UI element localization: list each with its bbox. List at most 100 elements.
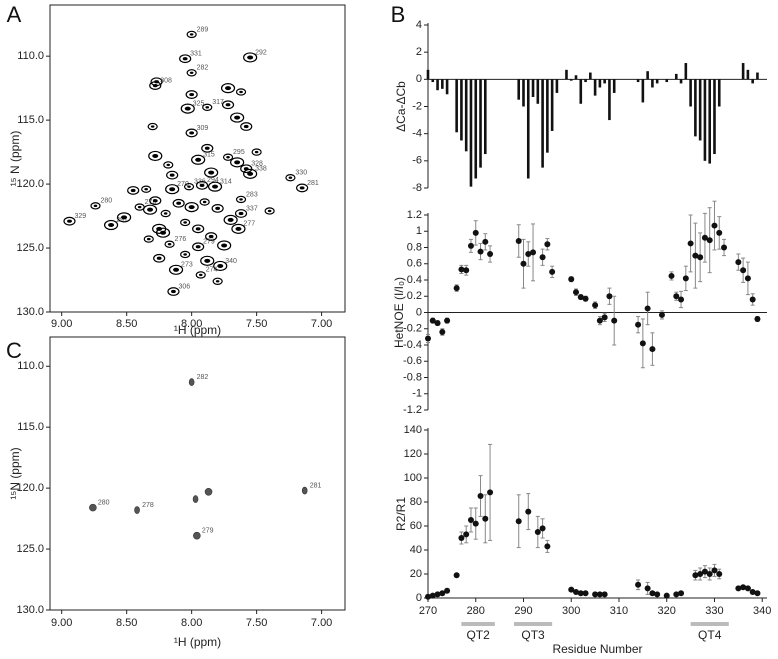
contour xyxy=(231,223,246,234)
point xyxy=(482,515,489,522)
point xyxy=(577,294,584,301)
x-tick-label: 8.00 xyxy=(181,318,202,330)
bar xyxy=(574,75,578,80)
y-tick-label: 125.0 xyxy=(16,242,44,254)
peak xyxy=(296,183,309,193)
contour xyxy=(183,221,187,224)
contour xyxy=(141,185,152,193)
contour xyxy=(189,71,194,74)
peak-label: 325 xyxy=(193,100,205,107)
peak xyxy=(240,122,253,131)
plot-frame xyxy=(49,336,346,611)
point xyxy=(606,293,613,300)
point xyxy=(735,585,742,592)
point xyxy=(573,289,580,296)
contour xyxy=(137,205,142,209)
contour xyxy=(217,240,232,251)
point xyxy=(467,242,474,249)
y-tick-label: 1 xyxy=(416,225,422,237)
peak xyxy=(186,69,197,77)
contour xyxy=(195,245,201,249)
bar xyxy=(703,79,707,161)
bar xyxy=(479,79,482,168)
point xyxy=(439,590,446,597)
bar xyxy=(746,69,750,80)
bar xyxy=(541,79,544,168)
peak-label: 329 xyxy=(74,213,86,220)
bar xyxy=(589,72,592,80)
point xyxy=(582,295,589,302)
point xyxy=(568,276,575,283)
contour xyxy=(149,196,162,206)
bar xyxy=(526,79,530,179)
y-tick-label: -6 xyxy=(412,155,422,167)
peak-label: 280 xyxy=(100,198,112,205)
contour xyxy=(193,531,201,540)
x-tick-label: 300 xyxy=(562,605,580,617)
peak-label: 328 xyxy=(251,161,263,168)
peak xyxy=(148,150,163,162)
point xyxy=(596,591,603,598)
y-tick-label: 4 xyxy=(416,19,422,31)
contour xyxy=(230,112,245,123)
point xyxy=(678,590,685,597)
bar xyxy=(531,79,535,97)
y-tick-label: 115.0 xyxy=(17,421,44,433)
point xyxy=(477,493,484,499)
bar xyxy=(464,79,468,152)
contour xyxy=(183,182,195,191)
contour xyxy=(147,207,154,212)
contour xyxy=(184,202,199,213)
point xyxy=(520,260,527,267)
point xyxy=(701,234,708,241)
bar xyxy=(756,72,759,80)
peak-label: 317 xyxy=(212,99,224,106)
contour xyxy=(167,243,172,246)
peak xyxy=(264,207,275,215)
peak xyxy=(63,216,76,226)
contour xyxy=(251,148,262,156)
y-axis-label: ¹⁵ N (ppm) xyxy=(8,131,22,187)
contour xyxy=(186,69,197,77)
y-tick-label: 60 xyxy=(410,520,422,532)
y-tick-label: 0.4 xyxy=(407,274,422,286)
contour xyxy=(130,188,136,193)
peak xyxy=(168,264,184,275)
point xyxy=(544,241,551,248)
contour xyxy=(254,150,259,154)
point xyxy=(482,238,489,245)
point xyxy=(525,508,532,515)
bar xyxy=(612,79,616,93)
point xyxy=(539,525,546,532)
peak xyxy=(234,209,248,218)
contour xyxy=(235,226,242,231)
point xyxy=(635,581,642,588)
point xyxy=(663,592,670,599)
x-tick-label: 270 xyxy=(419,605,437,617)
point xyxy=(429,317,436,324)
contour xyxy=(89,503,97,512)
contour xyxy=(153,253,166,263)
point xyxy=(716,229,723,236)
contour xyxy=(243,124,249,129)
contour xyxy=(169,187,176,192)
bar xyxy=(522,79,525,107)
contour xyxy=(192,495,199,503)
contour xyxy=(147,122,158,131)
contour xyxy=(201,143,214,153)
peak xyxy=(192,495,199,503)
peak xyxy=(127,186,140,195)
panel-letter: A xyxy=(7,2,22,27)
peak-label: 295 xyxy=(233,149,245,156)
bar xyxy=(603,79,606,84)
bar xyxy=(536,79,540,104)
peak xyxy=(90,202,101,210)
peak xyxy=(186,30,197,39)
peak xyxy=(180,250,191,259)
y-tick-label: -0.6 xyxy=(403,355,422,367)
contour xyxy=(166,170,179,180)
point xyxy=(706,571,713,577)
peak xyxy=(116,212,132,223)
plot-frame xyxy=(49,4,346,313)
bar xyxy=(460,79,463,141)
